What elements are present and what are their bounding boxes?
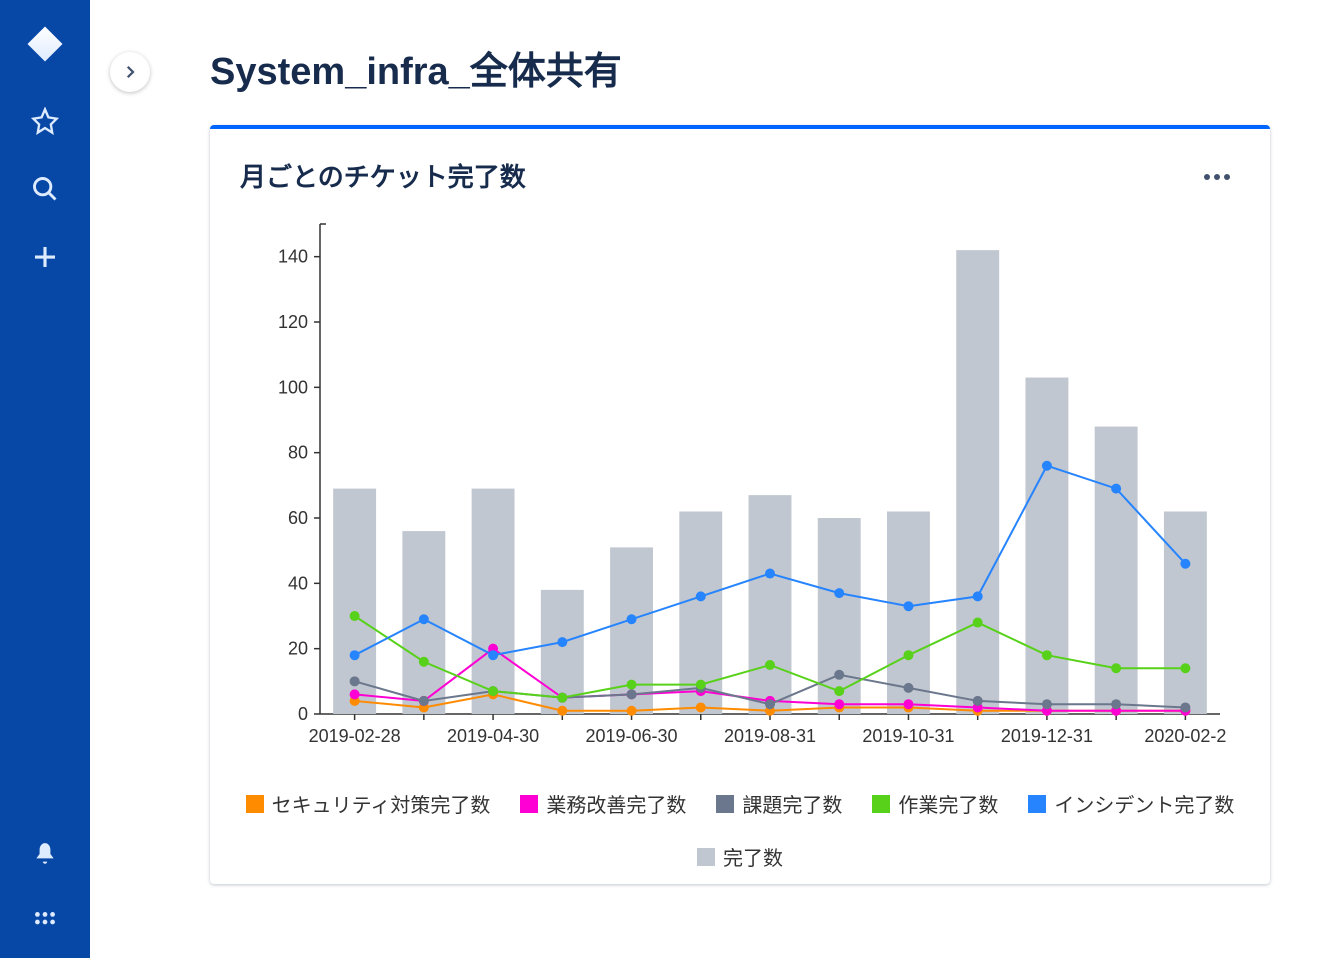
svg-text:2019-12-31: 2019-12-31 <box>1001 726 1093 746</box>
card-title: 月ごとのチケット完了数 <box>240 157 526 194</box>
page-title: System_infra_全体共有 <box>210 40 1280 95</box>
legend-item: セキュリティ対策完了数 <box>246 789 491 818</box>
search-icon[interactable] <box>29 173 61 205</box>
jira-logo-icon[interactable] <box>25 24 65 69</box>
plus-icon[interactable] <box>29 241 61 273</box>
svg-text:100: 100 <box>278 377 308 397</box>
chart-legend: セキュリティ対策完了数業務改善完了数 課題完了数 作業完了数 インシデント完了数完了数 <box>240 789 1240 871</box>
svg-text:20: 20 <box>288 639 308 659</box>
svg-text:2019-02-28: 2019-02-28 <box>309 726 401 746</box>
chart-plot: 0 20 40 60 80 100 120 140 2019-02-28 2019-04-30 20… <box>240 214 1240 854</box>
svg-text:2020-02-2: 2020-02-2 <box>1144 726 1226 746</box>
main-content: System_infra_全体共有 月ごとのチケット完了数 0 20 40 60 80 1… <box>90 0 1330 958</box>
apps-icon[interactable] <box>29 906 61 938</box>
svg-text:60: 60 <box>288 508 308 528</box>
svg-text:2019-08-31: 2019-08-31 <box>724 726 816 746</box>
svg-text:140: 140 <box>278 247 308 267</box>
card-more-button[interactable] <box>1194 163 1240 189</box>
svg-text:2019-10-31: 2019-10-31 <box>862 726 954 746</box>
legend-item: 課題完了数 <box>716 789 842 818</box>
chart-card: 月ごとのチケット完了数 0 20 40 60 80 100 120 140 2019-02-28… <box>210 125 1270 884</box>
svg-text:120: 120 <box>278 312 308 332</box>
global-sidebar <box>0 0 90 958</box>
legend-item: 作業完了数 <box>872 789 998 818</box>
legend-item: 完了数 <box>697 842 783 871</box>
star-icon[interactable] <box>29 105 61 137</box>
notification-icon[interactable] <box>29 838 61 870</box>
svg-text:2019-04-30: 2019-04-30 <box>447 726 539 746</box>
svg-text:40: 40 <box>288 573 308 593</box>
expand-sidebar-button[interactable] <box>110 52 150 92</box>
svg-text:80: 80 <box>288 443 308 463</box>
svg-text:2019-06-30: 2019-06-30 <box>585 726 677 746</box>
legend-item: 業務改善完了数 <box>520 789 686 818</box>
legend-item: インシデント完了数 <box>1028 789 1234 818</box>
svg-text:0: 0 <box>298 704 308 724</box>
